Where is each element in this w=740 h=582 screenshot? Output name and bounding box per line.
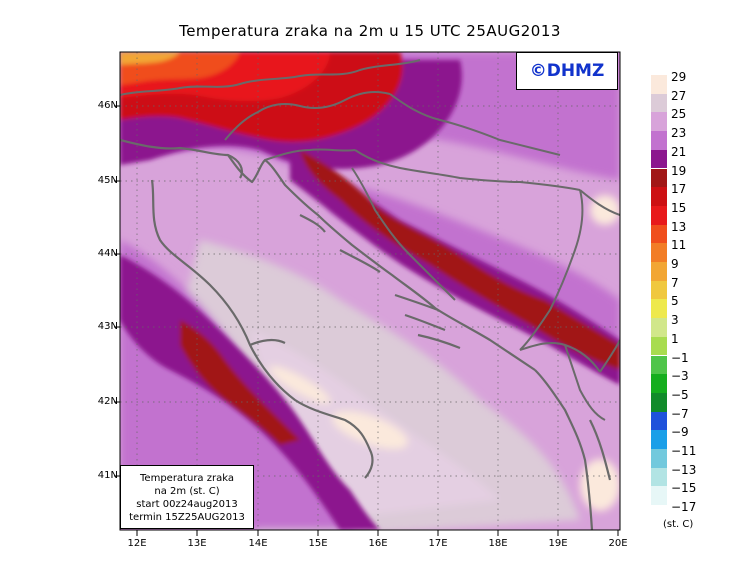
field-alps-yellow [120, 52, 180, 65]
legend-swatch [651, 336, 667, 356]
legend-label: 9 [671, 257, 679, 271]
lat-label-44n: 44N [97, 248, 118, 259]
legend-label: −17 [671, 500, 697, 515]
legend-swatch [651, 467, 667, 487]
legend-swatch [651, 93, 667, 113]
lon-label-20e: 20E [608, 538, 628, 549]
legend-label: −11 [671, 444, 697, 458]
legend-swatch [651, 131, 667, 150]
legend-swatch [651, 187, 667, 206]
map-title: Temperatura zraka na 2m u 15 UTC 25AUG20… [179, 22, 561, 40]
lon-label-18e: 18E [488, 538, 508, 549]
legend-swatch [651, 262, 667, 281]
info-box: Temperatura zraka na 2m (st. C) start 00… [120, 465, 254, 529]
info-line-1: Temperatura zraka [140, 473, 234, 484]
legend-swatch [651, 280, 667, 300]
legend-label: −13 [671, 462, 697, 477]
legend-label: 3 [671, 313, 679, 328]
lon-label-16e: 16E [368, 538, 388, 549]
borders [120, 59, 620, 421]
legend-swatch [651, 430, 667, 449]
legend-label: 21 [671, 144, 687, 159]
legend-swatch [651, 411, 667, 431]
legend-label: 27 [671, 88, 687, 103]
legend-swatch [651, 224, 667, 244]
coastlines [120, 138, 612, 530]
axis-ticks [114, 105, 619, 536]
legend-label: 25 [671, 107, 687, 122]
lon-label-14e: 14E [248, 538, 268, 549]
lat-label-43n: 43N [97, 321, 118, 332]
legend-swatch [651, 449, 667, 468]
legend-units: (st. C) [663, 519, 694, 530]
lon-label-12e: 12E [127, 538, 147, 549]
legend-label: 19 [671, 163, 687, 178]
field-warm-coast-3 [590, 195, 620, 225]
lon-label-19e: 19E [548, 538, 568, 549]
legend-label: 7 [671, 275, 679, 290]
dhmz-logo: ©DHMZ [516, 52, 618, 90]
legend-label: 11 [671, 238, 687, 253]
field-dinaric-17 [300, 150, 620, 370]
legend-label: 17 [671, 182, 687, 197]
info-line-4: termin 15Z25AUG2013 [129, 512, 245, 523]
legend-swatch [651, 486, 667, 506]
legend-swatch [651, 355, 667, 375]
field-warm-coast-4 [269, 366, 331, 404]
legend-label: 23 [671, 126, 687, 141]
legend-label: 1 [671, 331, 679, 346]
legend-label: −5 [671, 387, 689, 402]
legend-swatch [651, 299, 667, 319]
legend-swatch [651, 112, 667, 132]
legend-label: 29 [671, 70, 687, 84]
map-frame [119, 51, 621, 531]
legend-swatch [651, 318, 667, 337]
legend-swatch [651, 243, 667, 262]
field-warm-coast-1 [332, 411, 408, 449]
legend-label: −15 [671, 481, 697, 496]
field-apennine-17 [180, 320, 300, 445]
legend-label: 13 [671, 219, 687, 234]
legend-swatch [651, 149, 667, 169]
lat-label-45n: 45N [97, 175, 118, 186]
legend-label: −3 [671, 369, 689, 384]
lon-label-17e: 17E [428, 538, 448, 549]
legend-swatch [651, 392, 667, 412]
info-line-2: na 2m (st. C) [154, 486, 220, 497]
lat-label-41n: 41N [97, 470, 118, 481]
legend-label: −7 [671, 406, 689, 421]
lat-label-46n: 46N [97, 100, 118, 111]
legend-swatch [651, 374, 667, 393]
lon-label-15e: 15E [308, 538, 328, 549]
legend-label: 15 [671, 200, 687, 215]
info-line-3: start 00z24aug2013 [136, 499, 238, 510]
legend-swatch [651, 75, 667, 94]
legend-label: −9 [671, 425, 689, 440]
legend-label: −1 [671, 350, 689, 365]
legend-swatch [651, 168, 667, 188]
legend-label: 5 [671, 294, 679, 309]
lat-label-42n: 42N [97, 396, 118, 407]
lon-label-13e: 13E [187, 538, 207, 549]
legend-swatch [651, 205, 667, 225]
